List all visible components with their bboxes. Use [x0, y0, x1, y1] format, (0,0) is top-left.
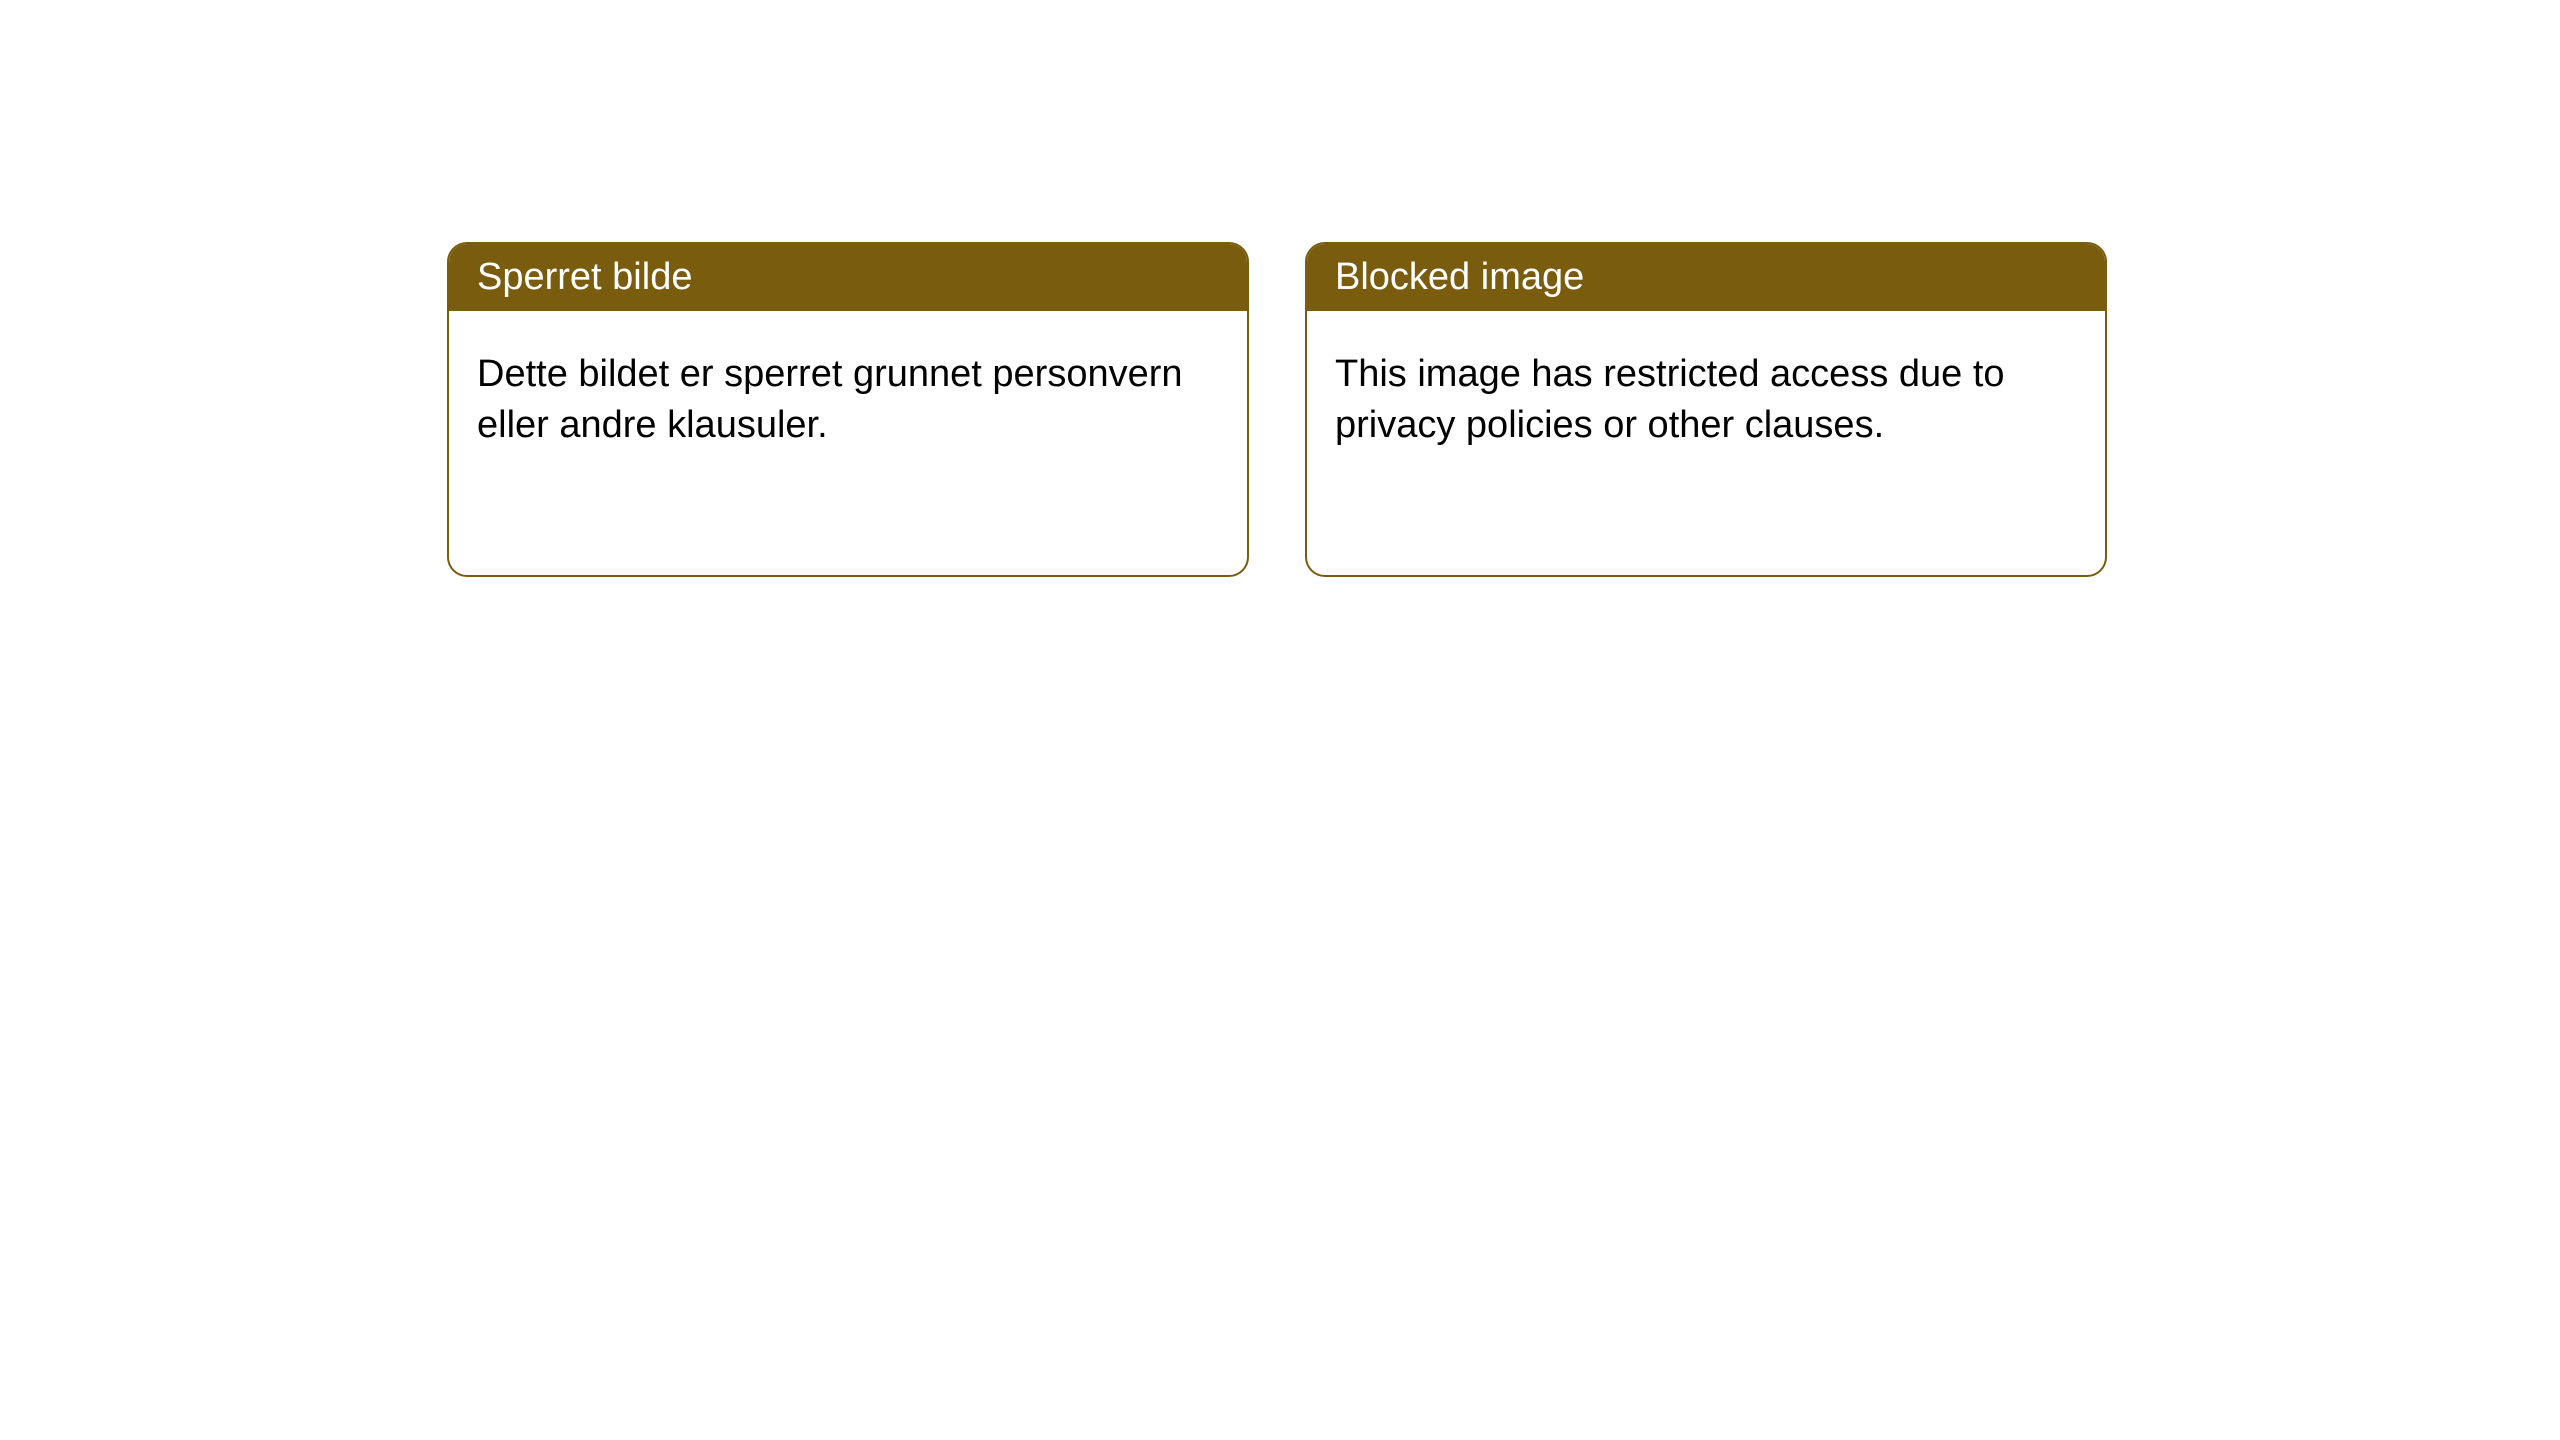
card-title: Blocked image	[1335, 256, 1584, 298]
notice-card-norwegian: Sperret bilde Dette bildet er sperret gr…	[447, 242, 1249, 577]
card-title: Sperret bilde	[477, 256, 692, 298]
card-message: This image has restricted access due to …	[1335, 353, 2005, 446]
card-header: Sperret bilde	[449, 244, 1247, 311]
notice-card-english: Blocked image This image has restricted …	[1305, 242, 2107, 577]
card-body: Dette bildet er sperret grunnet personve…	[449, 311, 1247, 490]
card-header: Blocked image	[1307, 244, 2105, 311]
card-body: This image has restricted access due to …	[1307, 311, 2105, 490]
notice-container: Sperret bilde Dette bildet er sperret gr…	[0, 0, 2560, 577]
card-message: Dette bildet er sperret grunnet personve…	[477, 353, 1183, 446]
